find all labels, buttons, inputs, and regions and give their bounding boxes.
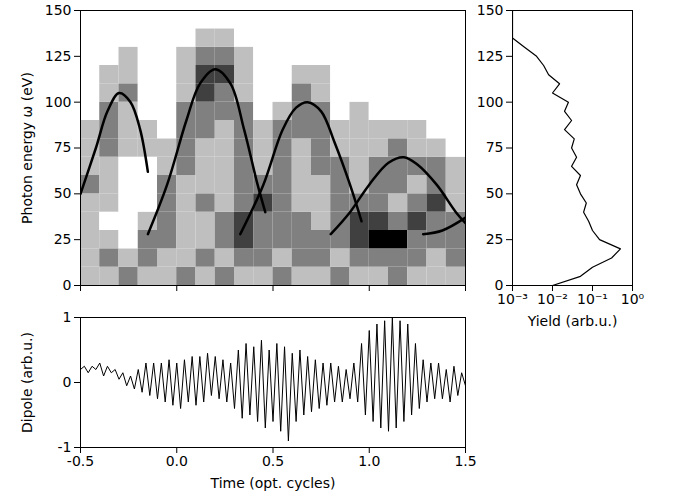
svg-text:10⁻³: 10⁻³ <box>497 291 528 307</box>
svg-text:0: 0 <box>494 277 504 293</box>
svg-text:Dipole (arb.u.): Dipole (arb.u.) <box>19 332 35 433</box>
svg-text:1: 1 <box>63 309 72 325</box>
svg-text:1.0: 1.0 <box>358 453 380 469</box>
svg-text:75: 75 <box>486 139 504 155</box>
svg-text:150: 150 <box>45 2 72 18</box>
svg-text:1.5: 1.5 <box>454 453 476 469</box>
svg-text:50: 50 <box>486 185 504 201</box>
svg-text:0.5: 0.5 <box>262 453 284 469</box>
svg-text:Time (opt. cycles): Time (opt. cycles) <box>210 475 336 491</box>
svg-text:0: 0 <box>63 374 72 390</box>
svg-text:Photon energy ω (eV): Photon energy ω (eV) <box>19 72 35 224</box>
svg-text:25: 25 <box>54 231 72 247</box>
svg-text:-0.5: -0.5 <box>67 453 94 469</box>
svg-text:125: 125 <box>477 48 504 64</box>
svg-text:125: 125 <box>45 48 72 64</box>
svg-text:25: 25 <box>486 231 504 247</box>
svg-text:75: 75 <box>54 139 72 155</box>
svg-text:10⁰: 10⁰ <box>621 291 645 307</box>
svg-text:-1: -1 <box>57 439 72 455</box>
svg-text:Yield (arb.u.): Yield (arb.u.) <box>527 313 618 329</box>
svg-text:100: 100 <box>477 94 504 110</box>
svg-text:0: 0 <box>63 277 72 293</box>
svg-text:150: 150 <box>477 2 504 18</box>
svg-text:10⁻²: 10⁻² <box>537 291 568 307</box>
svg-text:10⁻¹: 10⁻¹ <box>577 291 608 307</box>
svg-text:0.0: 0.0 <box>166 453 188 469</box>
svg-text:100: 100 <box>45 94 72 110</box>
svg-text:50: 50 <box>54 185 72 201</box>
